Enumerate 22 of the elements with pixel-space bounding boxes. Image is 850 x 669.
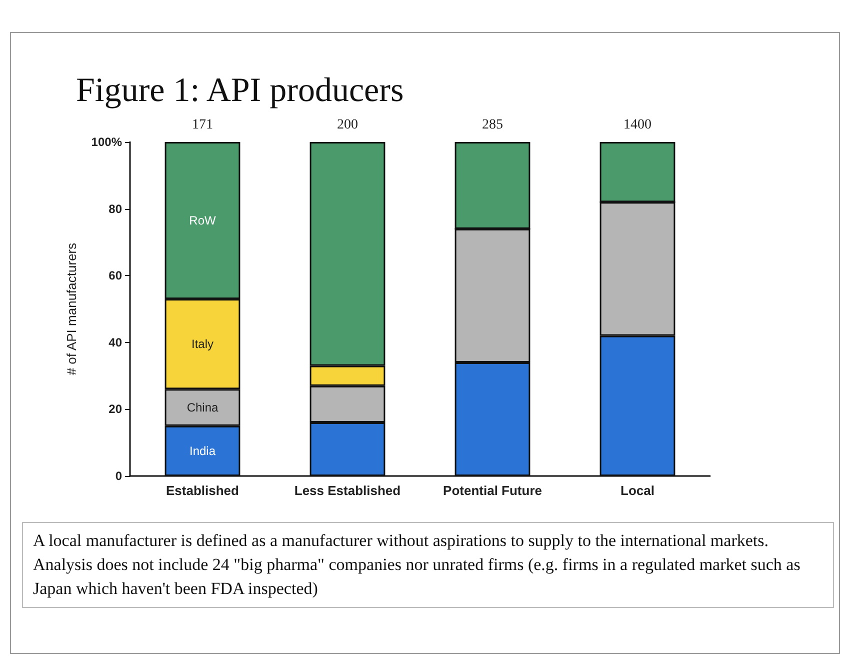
- x-tick-label: Less Established: [294, 483, 401, 498]
- annotation: 285: [482, 118, 503, 132]
- x-tick-label: Established: [166, 483, 240, 498]
- annotation: 1400: [624, 118, 652, 132]
- series-label: Italy: [191, 337, 214, 352]
- y-tick-label: 0: [115, 469, 122, 483]
- chart-title: Figure 1: API producers: [76, 72, 404, 110]
- series-label: China: [186, 400, 218, 415]
- y-tick-label: 40: [108, 335, 122, 350]
- annotation: 171: [192, 118, 213, 132]
- x-tick-label: Potential Future: [443, 483, 542, 498]
- series-label: India: [189, 444, 216, 458]
- y-tick-label: 60: [108, 268, 122, 283]
- y-tick-label: 20: [108, 402, 122, 416]
- y-tick-label: 80: [108, 202, 122, 216]
- y-tick-label: 100%: [91, 135, 122, 149]
- annotation: 200: [337, 118, 358, 132]
- series-label: RoW: [189, 213, 217, 228]
- x-tick-label: Local: [620, 483, 654, 498]
- y-axis-title: # of API manufacturers: [64, 242, 79, 376]
- text: A local manufacturer is defined as a manufacturer without aspirations to supply to the international markets.: [33, 530, 770, 552]
- text: Analysis does not include 24 "big pharma" companies nor unrated firms (e.g. firms in a regulated market such as Japan which haven't been FDA inspected): [33, 554, 802, 600]
